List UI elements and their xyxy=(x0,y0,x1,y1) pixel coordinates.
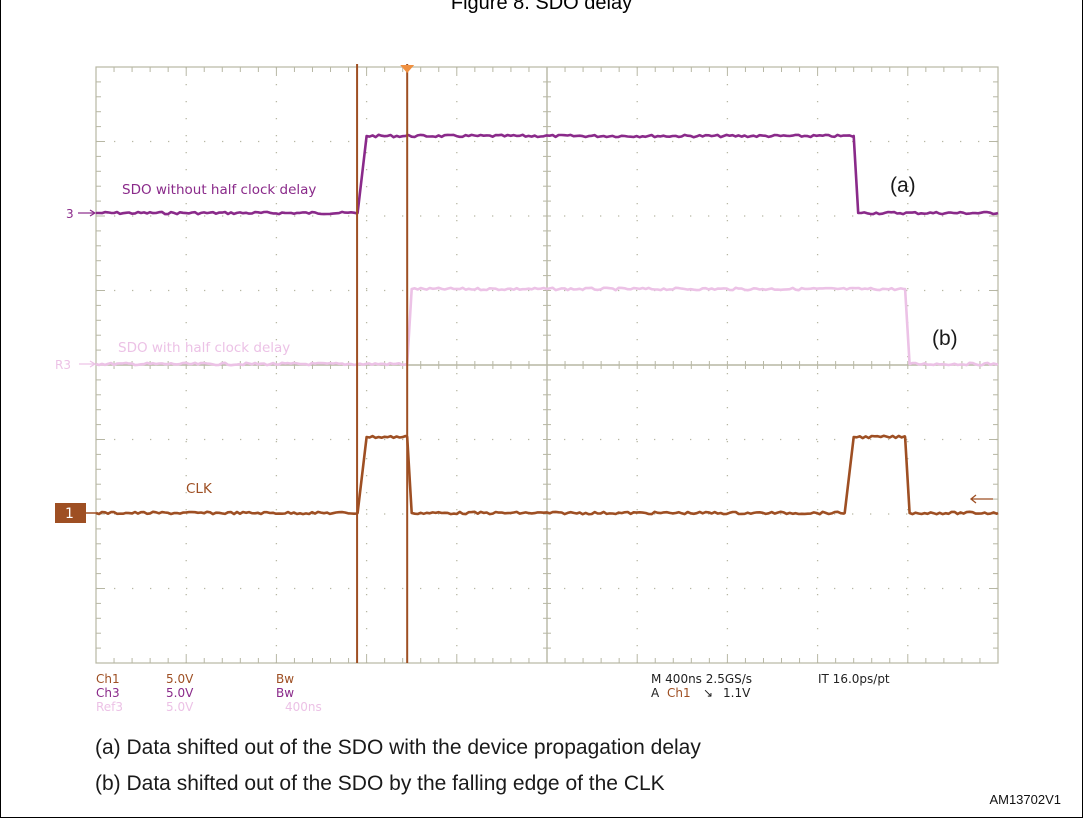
readout-extra-2: 400ns xyxy=(285,700,322,714)
readout-trigger-ch: Ch1 xyxy=(667,686,691,700)
trace-1 xyxy=(95,286,999,367)
readout-ch-0: Ch1 xyxy=(96,672,120,686)
readout-bw-0: Bw xyxy=(276,672,294,686)
readout-trigger-level: 1.1V xyxy=(723,686,751,700)
readout-ch-2: Ref3 xyxy=(96,700,123,714)
trace-name-1: SDO with half clock delay xyxy=(118,340,290,356)
channel-marker-r3-text: R3 xyxy=(55,358,71,372)
channel-marker-1-text: 1 xyxy=(65,506,74,522)
caption-b: (b) Data shifted out of the SDO by the f… xyxy=(95,772,665,795)
trace-name-2: CLK xyxy=(186,481,213,497)
trigger-position-marker xyxy=(400,65,415,73)
page-title: Figure 8. SDO delay xyxy=(450,0,633,14)
readout-bw-1: Bw xyxy=(276,686,294,700)
channel-marker-3-arrowhead xyxy=(89,209,97,217)
channel-marker-1 xyxy=(55,503,86,523)
trigger-level-arrow xyxy=(969,494,993,504)
channel-marker-r3-arrowhead xyxy=(89,360,97,368)
figure-code: AM13702V1 xyxy=(989,792,1061,807)
readout-volts-0: 5.0V xyxy=(166,672,194,686)
readout-trigger-prefix: A xyxy=(651,686,660,700)
trace-label-0: (a) xyxy=(890,174,916,197)
caption-a: (a) Data shifted out of the SDO with the… xyxy=(95,736,701,759)
readout-interp: IT 16.0ps/pt xyxy=(818,672,890,686)
readout-timebase: M 400ns 2.5GS/s xyxy=(651,672,752,686)
trace-0 xyxy=(96,133,999,216)
readout-trigger-sym: ↘ xyxy=(703,686,713,700)
readout-volts-2: 5.0V xyxy=(166,700,194,714)
trace-name-0: SDO without half clock delay xyxy=(122,182,316,198)
trace-2 xyxy=(95,434,999,516)
trace-label-1: (b) xyxy=(932,327,958,350)
readout-ch-1: Ch3 xyxy=(96,686,120,700)
readout-volts-1: 5.0V xyxy=(166,686,194,700)
channel-marker-3-text: 3 xyxy=(66,207,74,221)
